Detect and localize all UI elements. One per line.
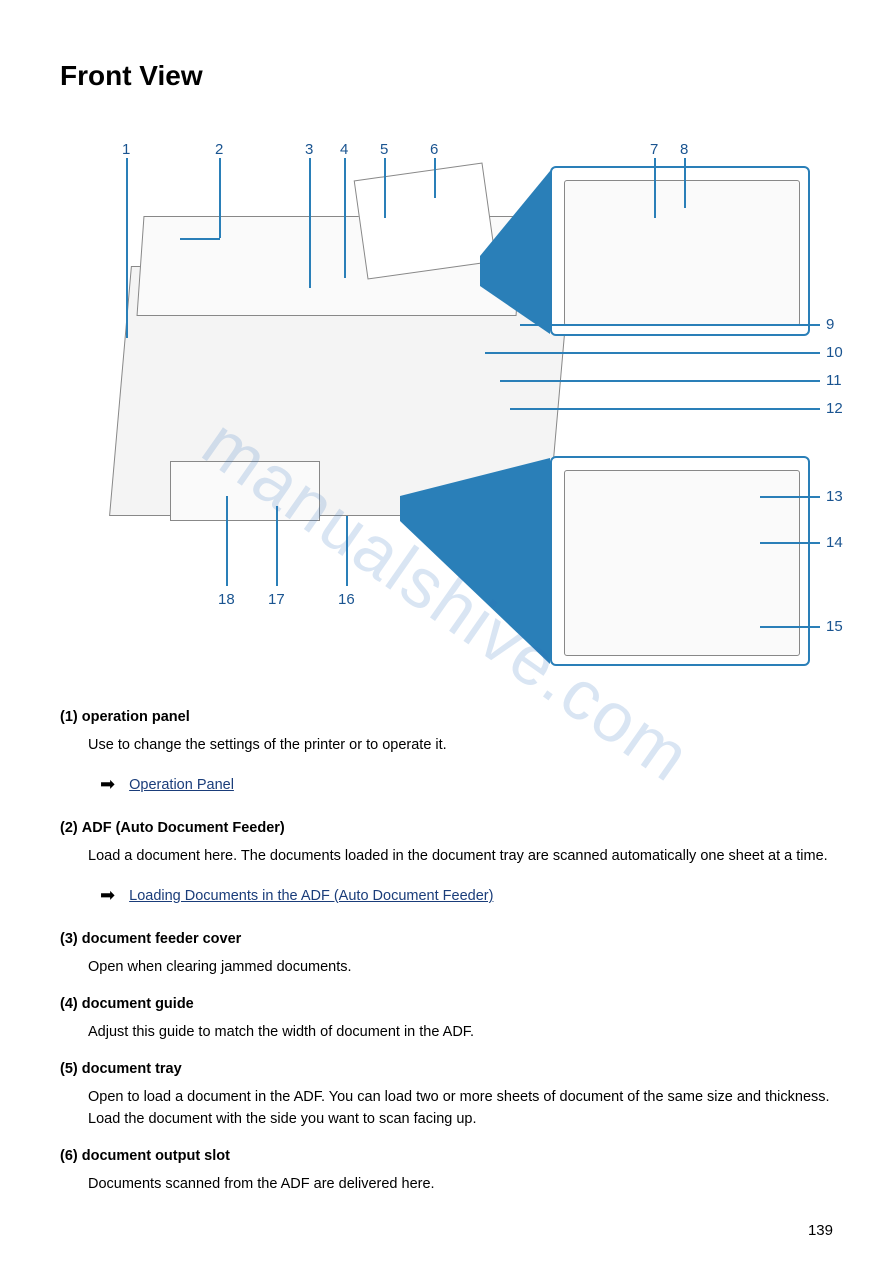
def-2-num: (2) (60, 820, 78, 836)
def-2-term: ADF (Auto Document Feeder) (82, 820, 285, 836)
def-4-term: document guide (82, 996, 194, 1012)
inset-top-content (564, 180, 800, 326)
def-4-num: (4) (60, 996, 78, 1012)
def-item-4: (4) document guide Adjust this guide to … (60, 993, 833, 1044)
def-3-term: document feeder cover (82, 931, 242, 947)
callout-5: 5 (380, 141, 388, 158)
callout-12: 12 (826, 400, 843, 417)
callout-17: 17 (268, 591, 285, 608)
page-title: Front View (60, 60, 833, 92)
callout-6: 6 (430, 141, 438, 158)
def-1-link[interactable]: Operation Panel (129, 777, 234, 793)
callout-14: 14 (826, 534, 843, 551)
def-item-1: (1) operation panel Use to change the se… (60, 706, 833, 799)
def-1-link-row: ➡ Operation Panel (100, 771, 833, 799)
callout-1: 1 (122, 141, 130, 158)
callout-13: 13 (826, 488, 843, 505)
def-item-5: (5) document tray Open to load a documen… (60, 1058, 833, 1131)
page: Front View (0, 0, 893, 1263)
def-5-body: Open to load a document in the ADF. You … (88, 1086, 833, 1131)
def-item-6: (6) document output slot Documents scann… (60, 1145, 833, 1196)
callout-10: 10 (826, 344, 843, 361)
callout-3: 3 (305, 141, 313, 158)
def-1-term: operation panel (82, 709, 190, 725)
callout-9: 9 (826, 316, 834, 333)
def-6-num: (6) (60, 1148, 78, 1164)
arrow-right-icon: ➡ (100, 882, 115, 910)
def-5-term: document tray (82, 1061, 182, 1077)
callout-2: 2 (215, 141, 223, 158)
arrow-right-icon: ➡ (100, 771, 115, 799)
def-1-body: Use to change the settings of the printe… (88, 734, 833, 756)
def-2-link-row: ➡ Loading Documents in the ADF (Auto Doc… (100, 882, 833, 910)
def-4-body: Adjust this guide to match the width of … (88, 1021, 833, 1043)
inset-top (550, 166, 810, 336)
callout-18: 18 (218, 591, 235, 608)
page-number: 139 (808, 1222, 833, 1239)
def-2-link[interactable]: Loading Documents in the ADF (Auto Docum… (129, 888, 493, 904)
def-6-term: document output slot (82, 1148, 230, 1164)
definitions-list: (1) operation panel Use to change the se… (60, 706, 833, 1196)
callout-15: 15 (826, 618, 843, 635)
inset-bottom (550, 456, 810, 666)
printer-diagram: 1 2 3 4 5 6 7 8 9 10 11 12 13 14 15 16 1… (60, 116, 820, 676)
def-2-body: Load a document here. The documents load… (88, 845, 833, 867)
def-6-body: Documents scanned from the ADF are deliv… (88, 1173, 833, 1195)
def-3-num: (3) (60, 931, 78, 947)
def-1-num: (1) (60, 709, 78, 725)
callout-4: 4 (340, 141, 348, 158)
def-5-num: (5) (60, 1061, 78, 1077)
def-item-3: (3) document feeder cover Open when clea… (60, 928, 833, 979)
callout-8: 8 (680, 141, 688, 158)
callout-7: 7 (650, 141, 658, 158)
paper-support (354, 162, 497, 279)
output-tray (170, 461, 320, 521)
inset-bottom-content (564, 470, 800, 656)
leader-16 (346, 516, 348, 586)
def-item-2: (2) ADF (Auto Document Feeder) Load a do… (60, 817, 833, 910)
callout-16: 16 (338, 591, 355, 608)
def-3-body: Open when clearing jammed documents. (88, 956, 833, 978)
callout-11: 11 (826, 372, 842, 389)
